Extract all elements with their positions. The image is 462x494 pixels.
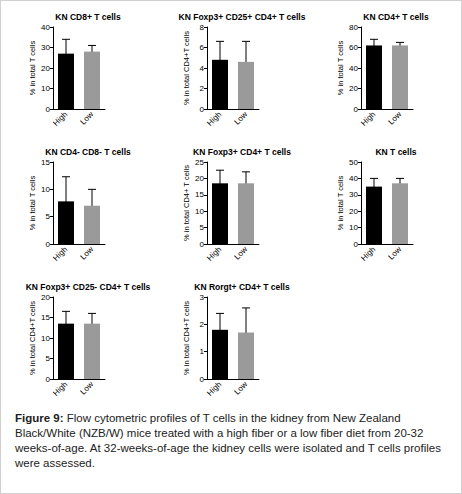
svg-text:% in total T cells: % in total T cells [28,41,37,96]
svg-text:25: 25 [195,158,204,167]
svg-text:% in total T cells: % in total T cells [336,176,345,231]
svg-text:High: High [359,245,377,263]
svg-text:30: 30 [349,190,358,199]
svg-text:0: 0 [200,105,205,114]
svg-text:Low: Low [78,110,95,127]
svg-text:% in total CD4+T cells: % in total CD4+T cells [182,31,191,105]
svg-text:KN Rorgt+ CD4+ T cells: KN Rorgt+ CD4+ T cells [194,282,290,292]
svg-text:Low: Low [78,245,95,262]
svg-text:KN Foxp3+ CD25- CD4+ T cells: KN Foxp3+ CD25- CD4+ T cells [26,282,151,292]
svg-text:20: 20 [349,84,358,93]
svg-text:2: 2 [200,84,205,93]
svg-text:0: 0 [354,105,359,114]
svg-text:Low: Low [232,380,249,397]
svg-text:8: 8 [200,23,205,32]
svg-text:10: 10 [349,223,358,232]
svg-text:KN CD4- CD8- T cells: KN CD4- CD8- T cells [45,147,131,157]
svg-text:High: High [205,110,223,128]
svg-text:5: 5 [46,354,51,363]
svg-text:0: 0 [200,240,205,249]
svg-text:Low: Low [232,245,249,262]
svg-text:0: 0 [46,105,51,114]
svg-text:10: 10 [195,207,204,216]
svg-text:15: 15 [41,158,50,167]
svg-text:% in total CD4+T cells: % in total CD4+T cells [28,301,37,375]
svg-text:10: 10 [41,185,50,194]
svg-text:3: 3 [200,293,205,302]
svg-text:High: High [51,380,69,398]
svg-text:15: 15 [195,190,204,199]
svg-text:Low: Low [386,110,403,127]
html-text:Figure 9: Flow cytometric prof: Figure 9: Flow cytometric profiles of T … [15,412,441,469]
svg-text:20: 20 [195,174,204,183]
svg-text:1: 1 [200,347,205,356]
svg-text:6: 6 [200,43,205,52]
svg-text:20: 20 [349,207,358,216]
svg-text:40: 40 [41,23,50,32]
svg-text:% in total CD4+T cells: % in total CD4+T cells [182,301,191,375]
svg-text:KN Foxp3+ CD25+ CD4+ T cells: KN Foxp3+ CD25+ CD4+ T cells [179,12,306,22]
svg-text:5: 5 [46,212,51,221]
svg-text:% in total CD4+ T cells: % in total CD4+ T cells [182,165,191,241]
svg-text:% in total T cells: % in total T cells [28,176,37,231]
svg-text:80: 80 [349,23,358,32]
svg-text:High: High [205,245,223,263]
svg-text:KN T cells: KN T cells [375,147,416,157]
svg-text:KN Foxp3+ CD4+ T cells: KN Foxp3+ CD4+ T cells [193,147,291,157]
svg-text:KN CD4+ T cells: KN CD4+ T cells [363,12,429,22]
svg-text:4: 4 [200,64,205,73]
svg-text:0: 0 [46,375,51,384]
svg-text:0: 0 [46,240,51,249]
svg-text:0: 0 [200,375,205,384]
svg-text:High: High [205,380,223,398]
svg-text:2: 2 [200,320,205,329]
svg-text:High: High [359,110,377,128]
svg-text:0: 0 [354,240,359,249]
svg-text:40: 40 [349,64,358,73]
svg-text:60: 60 [349,43,358,52]
svg-text:20: 20 [41,293,50,302]
svg-text:Low: Low [78,380,95,397]
svg-text:% in total T cells: % in total T cells [336,41,345,96]
svg-text:40: 40 [349,174,358,183]
svg-text:High: High [51,110,69,128]
svg-text:Low: Low [386,245,403,262]
svg-text:KN CD8+ T cells: KN CD8+ T cells [55,12,121,22]
svg-text:15: 15 [41,313,50,322]
svg-text:5: 5 [200,223,205,232]
svg-text:Low: Low [232,110,249,127]
svg-text:High: High [51,245,69,263]
svg-text:50: 50 [349,158,358,167]
svg-text:20: 20 [41,64,50,73]
svg-text:10: 10 [41,84,50,93]
svg-text:30: 30 [41,43,50,52]
svg-text:10: 10 [41,334,50,343]
